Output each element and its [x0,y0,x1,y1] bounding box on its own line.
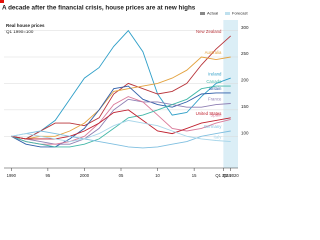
series-label: Australia [205,50,222,55]
x-tick-label: 15 [192,173,197,178]
series-label: Italy [213,135,222,140]
series-label: United States [196,111,222,116]
subtitle: Real house prices [6,23,45,28]
chart: A decade after the financial crisis, hou… [0,0,249,178]
series-line [11,130,231,149]
series-label: Germany [204,124,223,129]
series-label: New Zealand [196,29,222,34]
y-tick-label: 250 [241,51,249,56]
legend-actual-swatch [200,12,205,15]
x-tick-label: 2000 [80,173,90,178]
series-line [11,56,231,140]
series-line [11,98,231,145]
series-label: Spain [210,113,222,118]
note: Q1 1990=100 [6,29,34,34]
y-tick-label: 150 [241,104,249,109]
legend-label: Forecast [232,11,248,16]
forecast-band [223,20,238,168]
y-tick-label: 100 [241,130,249,135]
series-line [11,35,232,140]
x-tick-label: 1990 [7,173,17,178]
series-line [11,109,231,140]
series-label: France [208,97,222,102]
series-label: Ireland [208,71,222,76]
series-label: Britain [209,86,222,91]
x-tick-label: Q2 2020 [223,173,240,178]
series-line [11,96,231,145]
x-tick-label: 95 [46,173,51,178]
x-tick-label: Q1 2019 [215,173,232,178]
series-label: Canada [206,79,222,84]
legend-forecast-swatch [225,12,230,15]
y-tick-label: 300 [241,25,249,30]
x-tick-label: 05 [119,173,124,178]
chart-title: A decade after the financial crisis, hou… [2,5,196,12]
legend-label: Actual [207,11,218,16]
series-line [11,29,231,140]
series-line [11,85,231,148]
red-tag [0,0,4,3]
y-tick-label: 200 [241,78,249,83]
series-line [11,119,231,143]
x-tick-label: 10 [155,173,160,178]
